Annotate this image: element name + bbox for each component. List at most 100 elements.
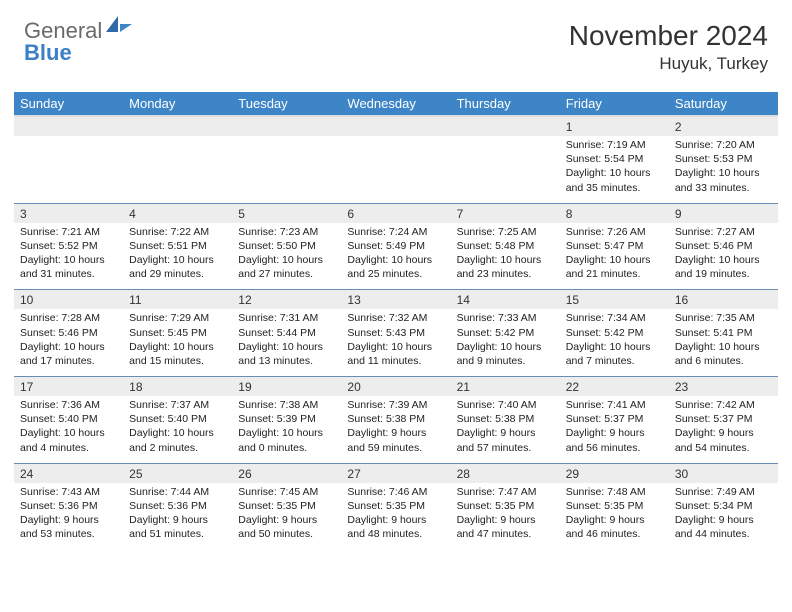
day-details <box>341 136 450 203</box>
day-number: 14 <box>451 290 560 310</box>
details-row: Sunrise: 7:43 AMSunset: 5:36 PMDaylight:… <box>14 483 778 550</box>
detail-sunset: Sunset: 5:48 PM <box>457 239 554 253</box>
daynum-row: 10111213141516 <box>14 290 778 310</box>
detail-day2: and 4 minutes. <box>20 441 117 455</box>
day-details: Sunrise: 7:37 AMSunset: 5:40 PMDaylight:… <box>123 396 232 463</box>
detail-day2: and 17 minutes. <box>20 354 117 368</box>
detail-sunrise: Sunrise: 7:24 AM <box>347 225 444 239</box>
detail-day2: and 21 minutes. <box>566 267 663 281</box>
detail-sunset: Sunset: 5:37 PM <box>675 412 772 426</box>
detail-sunrise: Sunrise: 7:36 AM <box>20 398 117 412</box>
day-details: Sunrise: 7:46 AMSunset: 5:35 PMDaylight:… <box>341 483 450 550</box>
detail-sunrise: Sunrise: 7:19 AM <box>566 138 663 152</box>
detail-sunset: Sunset: 5:35 PM <box>457 499 554 513</box>
detail-day2: and 54 minutes. <box>675 441 772 455</box>
detail-day2: and 11 minutes. <box>347 354 444 368</box>
detail-sunrise: Sunrise: 7:33 AM <box>457 311 554 325</box>
detail-day1: Daylight: 10 hours <box>238 253 335 267</box>
detail-day2: and 23 minutes. <box>457 267 554 281</box>
day-details: Sunrise: 7:45 AMSunset: 5:35 PMDaylight:… <box>232 483 341 550</box>
detail-day1: Daylight: 10 hours <box>566 253 663 267</box>
day-details: Sunrise: 7:39 AMSunset: 5:38 PMDaylight:… <box>341 396 450 463</box>
detail-day1: Daylight: 9 hours <box>20 513 117 527</box>
detail-sunrise: Sunrise: 7:22 AM <box>129 225 226 239</box>
detail-sunrise: Sunrise: 7:39 AM <box>347 398 444 412</box>
page-header: General Blue November 2024 Huyuk, Turkey <box>0 0 792 82</box>
detail-day1: Daylight: 10 hours <box>675 166 772 180</box>
detail-day1: Daylight: 9 hours <box>566 513 663 527</box>
detail-day2: and 46 minutes. <box>566 527 663 541</box>
day-number: 25 <box>123 463 232 483</box>
details-row: Sunrise: 7:36 AM Sunset: 5:40 PM Daylight:… <box>14 396 778 463</box>
detail-day2: and 48 minutes. <box>347 527 444 541</box>
detail-sunset: Sunset: 5:41 PM <box>675 326 772 340</box>
day-details: Sunrise: 7:28 AMSunset: 5:46 PMDaylight:… <box>14 309 123 376</box>
detail-sunset: Sunset: 5:46 PM <box>20 326 117 340</box>
detail-sunset: Sunset: 5:40 PM <box>129 412 226 426</box>
day-details: Sunrise: 7:40 AMSunset: 5:38 PMDaylight:… <box>451 396 560 463</box>
day-details: Sunrise: 7:47 AMSunset: 5:35 PMDaylight:… <box>451 483 560 550</box>
day-number: 22 <box>560 377 669 397</box>
detail-day2: and 29 minutes. <box>129 267 226 281</box>
detail-sunrise: Sunrise: 7:23 AM <box>238 225 335 239</box>
detail-day1: Daylight: 10 hours <box>238 340 335 354</box>
detail-sunset: Sunset: 5:43 PM <box>347 326 444 340</box>
day-details: Sunrise: 7:41 AMSunset: 5:37 PMDaylight:… <box>560 396 669 463</box>
dow-row: Sunday Monday Tuesday Wednesday Thursday… <box>14 92 778 116</box>
detail-day2: and 57 minutes. <box>457 441 554 455</box>
day-details <box>14 136 123 203</box>
day-number: 21 <box>451 377 560 397</box>
location-label: Huyuk, Turkey <box>569 54 768 74</box>
detail-sunset: Sunset: 5:52 PM <box>20 239 117 253</box>
detail-day1: Daylight: 9 hours <box>347 513 444 527</box>
day-number: 5 <box>232 203 341 223</box>
detail-day1: Daylight: 9 hours <box>675 513 772 527</box>
detail-day2: and 0 minutes. <box>238 441 335 455</box>
day-details: Sunrise: 7:19 AMSunset: 5:54 PMDaylight:… <box>560 136 669 203</box>
day-details: Sunrise: 7:42 AMSunset: 5:37 PMDaylight:… <box>669 396 778 463</box>
detail-day2: and 33 minutes. <box>675 181 772 195</box>
detail-day2: and 6 minutes. <box>675 354 772 368</box>
detail-day1: Daylight: 10 hours <box>566 166 663 180</box>
detail-sunrise: Sunrise: 7:40 AM <box>457 398 554 412</box>
detail-day1: Daylight: 10 hours <box>675 340 772 354</box>
brand-logo: General Blue <box>24 20 132 64</box>
day-details <box>451 136 560 203</box>
day-details: Sunrise: 7:34 AMSunset: 5:42 PMDaylight:… <box>560 309 669 376</box>
day-number: 28 <box>451 463 560 483</box>
day-number: 13 <box>341 290 450 310</box>
day-number: 8 <box>560 203 669 223</box>
calendar-table: Sunday Monday Tuesday Wednesday Thursday… <box>14 92 778 549</box>
detail-day1: Daylight: 9 hours <box>238 513 335 527</box>
detail-sunrise: Sunrise: 7:31 AM <box>238 311 335 325</box>
day-number: 3 <box>14 203 123 223</box>
day-details: Sunrise: 7:26 AMSunset: 5:47 PMDaylight:… <box>560 223 669 290</box>
detail-day1: Daylight: 9 hours <box>129 513 226 527</box>
day-details: Sunrise: 7:43 AMSunset: 5:36 PMDaylight:… <box>14 483 123 550</box>
detail-day2: and 7 minutes. <box>566 354 663 368</box>
detail-day2: and 47 minutes. <box>457 527 554 541</box>
detail-sunset: Sunset: 5:36 PM <box>129 499 226 513</box>
detail-sunset: Sunset: 5:34 PM <box>675 499 772 513</box>
detail-sunrise: Sunrise: 7:44 AM <box>129 485 226 499</box>
detail-sunset: Sunset: 5:35 PM <box>347 499 444 513</box>
detail-day2: and 13 minutes. <box>238 354 335 368</box>
detail-day2: and 59 minutes. <box>347 441 444 455</box>
detail-day2: and 9 minutes. <box>457 354 554 368</box>
day-number <box>123 116 232 136</box>
day-number: 19 <box>232 377 341 397</box>
detail-sunrise: Sunrise: 7:35 AM <box>675 311 772 325</box>
detail-day1: Daylight: 10 hours <box>457 253 554 267</box>
detail-day1: Daylight: 9 hours <box>566 426 663 440</box>
day-details: Sunrise: 7:49 AMSunset: 5:34 PMDaylight:… <box>669 483 778 550</box>
detail-day1: Daylight: 10 hours <box>347 253 444 267</box>
brand-part2: Blue <box>24 40 72 65</box>
detail-day2: and 44 minutes. <box>675 527 772 541</box>
day-number: 15 <box>560 290 669 310</box>
detail-sunset: Sunset: 5:39 PM <box>238 412 335 426</box>
detail-day1: Daylight: 10 hours <box>457 340 554 354</box>
month-title: November 2024 <box>569 20 768 52</box>
day-number: 10 <box>14 290 123 310</box>
day-number <box>14 116 123 136</box>
dow-thu: Thursday <box>451 92 560 116</box>
